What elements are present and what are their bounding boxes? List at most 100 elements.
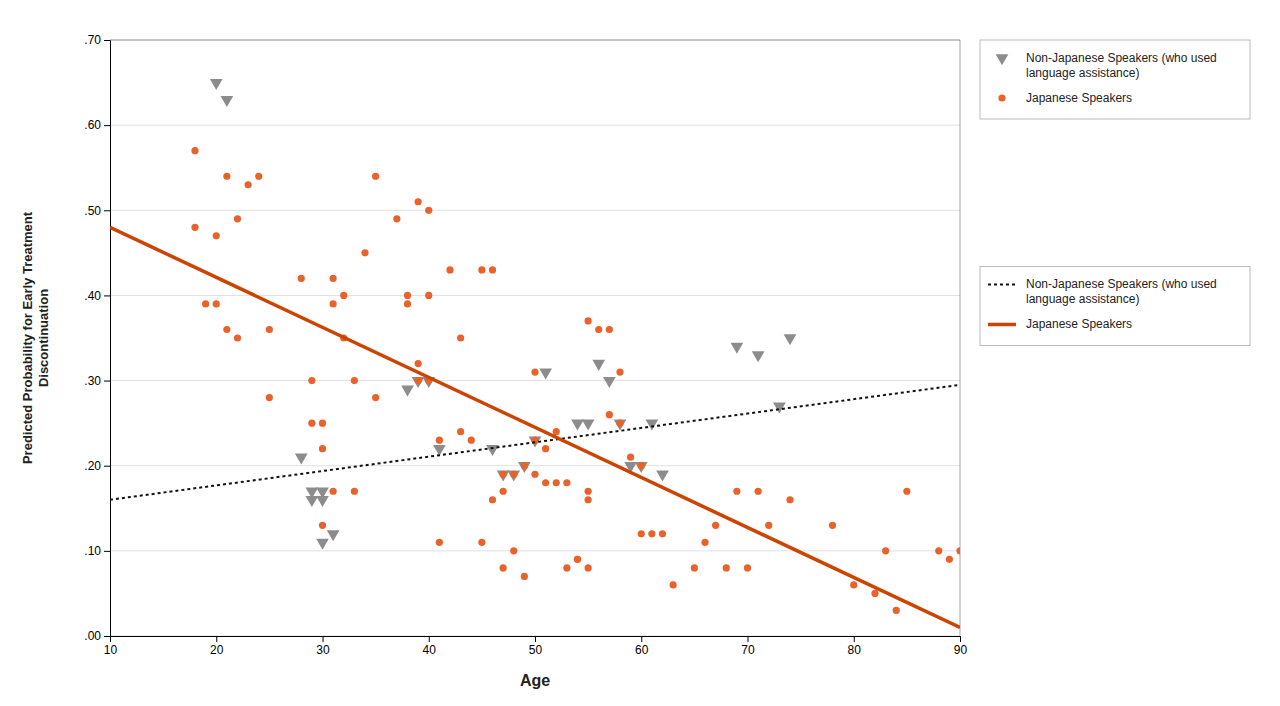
point — [298, 275, 305, 282]
grid-line — [110, 295, 960, 296]
tick-label: .70 — [84, 33, 101, 47]
tick: 20 — [210, 636, 224, 657]
point — [752, 351, 765, 362]
point — [784, 334, 797, 345]
point — [446, 266, 453, 273]
point — [638, 530, 645, 537]
point — [635, 462, 648, 473]
point — [316, 496, 329, 507]
point — [489, 496, 496, 503]
point — [585, 488, 592, 495]
point — [468, 437, 475, 444]
point — [733, 488, 740, 495]
tick: .20 — [84, 459, 110, 473]
point — [574, 556, 581, 563]
point — [319, 420, 326, 427]
point — [266, 326, 273, 333]
point — [606, 411, 613, 418]
legend-symbol — [996, 54, 1009, 65]
y-axis-title: Predicted Probability for Early Treatmen… — [20, 211, 51, 464]
point — [425, 292, 432, 299]
point — [616, 368, 623, 375]
point — [436, 539, 443, 546]
tick-label: 30 — [316, 643, 330, 657]
marks — [110, 79, 960, 628]
grid-line — [110, 550, 960, 551]
point — [786, 496, 793, 503]
tick-mark — [104, 551, 110, 552]
tick-label: .00 — [84, 629, 101, 643]
chart: 102030405060708090.00.10.20.30.40.50.60.… — [0, 0, 1280, 706]
point — [585, 496, 592, 503]
point — [701, 539, 708, 546]
legend: Non-Japanese Speakers (who usedlanguage … — [980, 266, 1250, 345]
grid-line — [110, 380, 960, 381]
point — [531, 471, 538, 478]
point — [327, 530, 340, 541]
point — [415, 377, 422, 384]
point — [372, 394, 379, 401]
point — [648, 530, 655, 537]
point — [316, 539, 329, 550]
tick-mark — [104, 466, 110, 467]
point — [510, 471, 517, 478]
point — [330, 488, 337, 495]
tick-mark — [748, 636, 749, 642]
line — [110, 385, 960, 500]
legend-entry: Non-Japanese Speakers (who usedlanguage … — [988, 277, 1217, 306]
point — [234, 334, 241, 341]
point — [531, 368, 538, 375]
point — [723, 564, 730, 571]
point — [415, 198, 422, 205]
point — [497, 471, 510, 482]
tick-label: 80 — [848, 643, 862, 657]
point — [319, 522, 326, 529]
point — [616, 420, 623, 427]
tick-label: .30 — [84, 374, 101, 388]
tick: .50 — [84, 204, 110, 218]
grid-line — [110, 40, 960, 41]
tick-label: .60 — [84, 118, 101, 132]
point — [606, 326, 613, 333]
legend-box — [980, 266, 1250, 345]
point — [351, 377, 358, 384]
point — [457, 428, 464, 435]
point — [582, 419, 595, 430]
grid-line — [110, 210, 960, 211]
tick: 70 — [741, 636, 755, 657]
tick: .60 — [84, 118, 110, 132]
point — [542, 479, 549, 486]
point — [731, 343, 744, 354]
tick: 10 — [104, 636, 118, 657]
point — [614, 419, 627, 430]
point — [585, 317, 592, 324]
plot: 102030405060708090.00.10.20.30.40.50.60.… — [84, 33, 967, 656]
tick-label: .10 — [84, 544, 101, 558]
tick-mark — [104, 295, 110, 296]
point — [507, 471, 520, 482]
point — [213, 232, 220, 239]
point — [457, 334, 464, 341]
legend-label: Non-Japanese Speakers (who usedlanguage … — [1026, 277, 1217, 306]
point — [571, 419, 584, 430]
grid-line — [110, 125, 960, 126]
point — [871, 590, 878, 597]
point — [223, 326, 230, 333]
tick-mark — [641, 636, 642, 642]
legend-symbol — [988, 323, 1016, 327]
tick: 60 — [635, 636, 649, 657]
point — [308, 377, 315, 384]
point — [595, 326, 602, 333]
axis-line — [111, 637, 961, 643]
point — [646, 419, 659, 430]
tick: 90 — [954, 636, 968, 657]
y-axis: .00.10.20.30.40.50.60.70 — [84, 33, 110, 643]
point — [755, 488, 762, 495]
tick: 50 — [529, 636, 543, 657]
point — [903, 488, 910, 495]
axis-line — [104, 41, 111, 637]
point — [202, 300, 209, 307]
tick-label: 70 — [741, 643, 755, 657]
legend-symbol — [988, 283, 1016, 285]
point — [691, 564, 698, 571]
